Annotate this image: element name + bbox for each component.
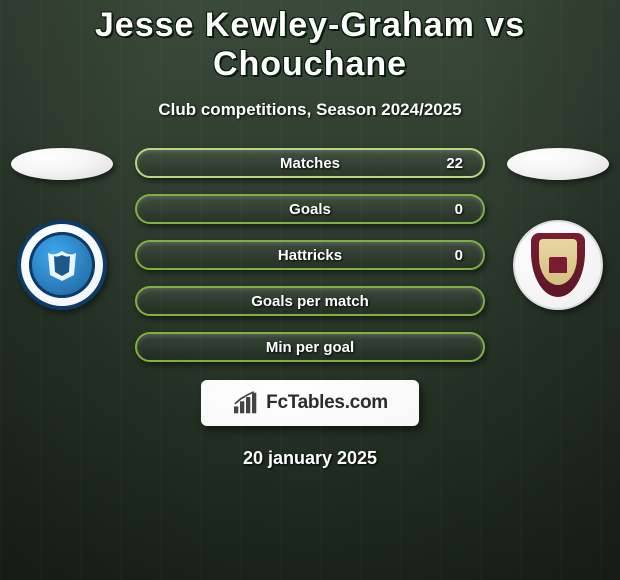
stat-bar-min-per-goal: Min per goal <box>135 332 485 362</box>
page-title: Jesse Kewley-Graham vs Chouchane <box>0 0 620 84</box>
stat-bar-goals-per-match: Goals per match <box>135 286 485 316</box>
stat-label: Goals <box>289 201 331 218</box>
stat-bars: Matches 22 Goals 0 Hattricks 0 Goals per… <box>135 148 485 362</box>
stat-bar-matches: Matches 22 <box>135 148 485 178</box>
brand-logo[interactable]: FcTables.com <box>201 380 419 426</box>
left-player-avatar <box>11 148 113 180</box>
chart-icon <box>232 391 260 415</box>
right-club-shield <box>531 233 585 297</box>
right-player-avatar <box>507 148 609 180</box>
left-club-crest-inner <box>29 232 95 298</box>
left-club-crest <box>17 220 107 310</box>
comparison-panel: Matches 22 Goals 0 Hattricks 0 Goals per… <box>0 148 620 362</box>
stat-bar-goals: Goals 0 <box>135 194 485 224</box>
stat-value: 0 <box>455 201 463 218</box>
stat-label: Min per goal <box>266 339 354 356</box>
date-text: 20 january 2025 <box>0 448 620 469</box>
stat-label: Goals per match <box>251 293 369 310</box>
subtitle: Club competitions, Season 2024/2025 <box>0 100 620 120</box>
brand-text: FcTables.com <box>266 392 388 414</box>
stat-value: 22 <box>446 155 463 172</box>
stat-label: Matches <box>280 155 340 172</box>
right-player-column <box>503 148 613 310</box>
stat-bar-hattricks: Hattricks 0 <box>135 240 485 270</box>
stat-value: 0 <box>455 247 463 264</box>
right-club-crest <box>513 220 603 310</box>
castle-icon <box>549 257 567 273</box>
stat-label: Hattricks <box>278 247 342 264</box>
left-player-column <box>7 148 117 310</box>
